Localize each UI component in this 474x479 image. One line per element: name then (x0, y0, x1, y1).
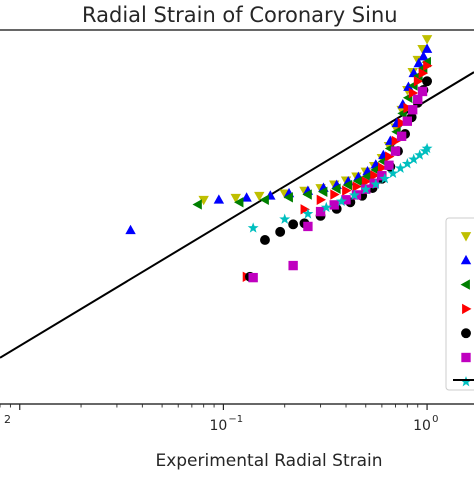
data-point (279, 213, 291, 224)
data-point (418, 50, 429, 61)
data-point (342, 179, 353, 191)
data-point (302, 208, 314, 219)
data-point (413, 76, 424, 87)
legend-marker (460, 254, 472, 265)
data-point (349, 189, 360, 200)
data-point (417, 86, 428, 97)
data-point (330, 189, 340, 200)
legend-marker (461, 328, 471, 339)
data-point (283, 192, 293, 203)
data-point (336, 195, 347, 207)
data-point (397, 118, 408, 129)
data-point (384, 160, 394, 170)
data-point (421, 142, 433, 154)
data-point (331, 183, 341, 194)
x-tick-exponent: −1 (228, 414, 243, 425)
data-point (408, 153, 420, 165)
data-point (370, 178, 382, 189)
data-point (396, 131, 407, 141)
data-point (300, 204, 310, 215)
data-point (413, 57, 424, 68)
data-point (391, 135, 401, 147)
data-point (198, 195, 209, 206)
data-point (342, 185, 352, 196)
data-point (401, 158, 413, 169)
plot-area (0, 29, 474, 405)
data-point (259, 194, 269, 205)
data-point (362, 171, 372, 182)
data-layer (0, 35, 474, 359)
data-point (213, 194, 225, 204)
edge-tick-label: 2 (4, 413, 11, 426)
data-point (423, 60, 433, 71)
data-point (241, 192, 252, 202)
data-point (288, 219, 299, 230)
data-point (320, 201, 332, 213)
legend-box (445, 217, 474, 391)
data-point (352, 175, 363, 187)
series-7 (247, 142, 433, 233)
legend-marker (460, 279, 470, 290)
data-point (422, 76, 433, 87)
data-point (260, 235, 270, 245)
data-point (192, 199, 202, 210)
data-point (288, 260, 298, 271)
legend-marker (461, 352, 471, 363)
data-point (402, 116, 413, 126)
data-point (385, 151, 395, 162)
data-point (403, 81, 414, 91)
data-point (352, 181, 362, 192)
data-point (413, 94, 423, 105)
data-point (125, 224, 136, 235)
data-point (318, 186, 328, 197)
data-point (408, 87, 419, 99)
legend-marker (460, 232, 472, 242)
data-point (377, 171, 387, 181)
data-point (230, 193, 241, 204)
x-axis-label: Experimental Radial Strain (155, 451, 382, 471)
data-point (329, 200, 339, 210)
data-point (418, 67, 428, 79)
x-tick-exponent: 0 (432, 414, 438, 425)
data-point (394, 162, 406, 173)
data-point (421, 35, 433, 45)
reference-line (0, 71, 474, 359)
x-tick-label: 10 (413, 418, 431, 434)
chart-title: Radial Strain of Coronary Sinu (82, 3, 398, 27)
x-axis: 10 −1 10 0 (0, 404, 438, 434)
data-point (360, 183, 372, 195)
data-point (408, 105, 418, 115)
data-point (414, 149, 426, 160)
legend-marker (460, 376, 472, 387)
x-tick-label: 10 (209, 418, 227, 434)
data-point (302, 189, 312, 200)
data-point (315, 206, 326, 217)
legend (445, 217, 474, 391)
data-point (254, 191, 265, 202)
data-point (303, 221, 313, 232)
legend-marker (462, 303, 472, 315)
data-point (361, 176, 372, 187)
data-point (387, 167, 399, 179)
data-point (234, 197, 244, 208)
data-point (379, 173, 391, 184)
data-point (316, 194, 327, 205)
data-point (248, 272, 258, 283)
data-point (275, 226, 286, 237)
data-point (377, 162, 388, 173)
data-point (390, 146, 401, 156)
data-point (421, 43, 433, 53)
data-point (247, 222, 259, 233)
data-point (370, 170, 380, 181)
